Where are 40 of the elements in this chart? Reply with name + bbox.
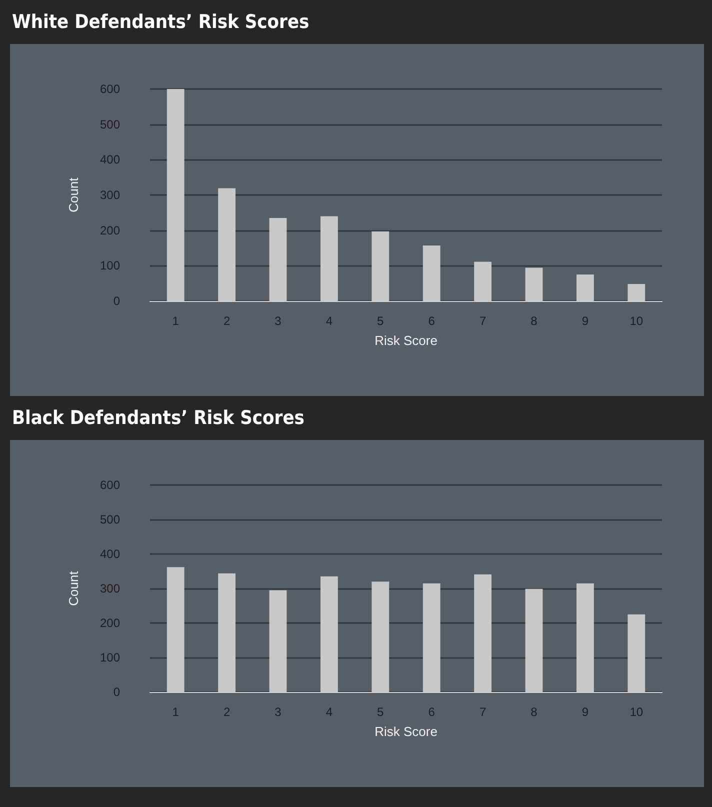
y-tick-label: 400 (100, 152, 120, 167)
x-tick-label: 10 (630, 314, 644, 328)
x-tick-label: 5 (377, 705, 384, 719)
y-tick-label: 0 (113, 685, 120, 699)
x-tick-label: 6 (428, 705, 436, 719)
x-tick-label: 3 (274, 314, 282, 328)
x-tick-label: 8 (530, 314, 538, 328)
y-tick-label: 600 (100, 478, 120, 492)
x-tick-label: 7 (479, 705, 486, 719)
y-tick-label: 0 (113, 294, 120, 308)
x-tick-label: 5 (377, 314, 384, 328)
y-tick-label: 600 (100, 82, 120, 96)
x-tick-label: 8 (530, 705, 538, 719)
x-tick-label: 4 (326, 314, 333, 328)
y-tick-label: 300 (100, 188, 120, 202)
y-tick-label: 500 (100, 117, 120, 132)
x-tick-label: 2 (223, 314, 230, 328)
x-tick-label: 1 (172, 314, 180, 328)
x-axis-title: Risk Score (374, 333, 438, 348)
y-tick-label: 300 (100, 582, 120, 596)
x-axis-title: Risk Score (374, 724, 438, 739)
y-axis-title: Count (66, 177, 81, 212)
y-tick-label: 200 (100, 616, 120, 630)
x-tick-label: 9 (582, 705, 589, 719)
x-tick-label: 7 (479, 314, 486, 328)
y-tick-label: 500 (100, 512, 120, 526)
x-tick-label: 6 (428, 314, 436, 328)
x-tick-label: 1 (172, 705, 180, 719)
y-tick-label: 100 (100, 258, 120, 273)
x-tick-label: 9 (582, 314, 589, 328)
chart-title: White Defendants’ Risk Scores (11, 10, 310, 35)
x-tick-label: 10 (630, 705, 644, 719)
x-tick-label: 3 (274, 705, 282, 719)
y-tick-label: 200 (100, 223, 120, 238)
chart-title: Black Defendants’ Risk Scores (11, 406, 306, 431)
x-tick-label: 2 (223, 705, 230, 719)
y-tick-label: 100 (100, 650, 120, 664)
x-tick-label: 4 (326, 705, 333, 719)
y-tick-label: 400 (100, 547, 120, 561)
y-axis-title: Count (66, 570, 81, 606)
